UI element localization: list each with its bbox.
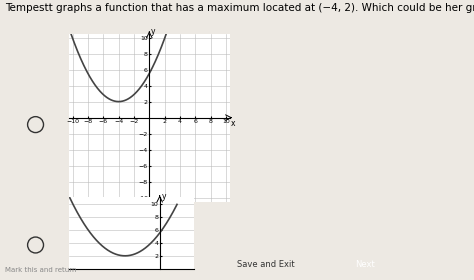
Text: Save and Exit: Save and Exit	[237, 260, 294, 269]
Text: y: y	[151, 27, 155, 36]
Text: Mark this and return: Mark this and return	[5, 267, 76, 273]
Text: Tempestt graphs a function that has a maximum located at (−4, 2). Which could be: Tempestt graphs a function that has a ma…	[5, 3, 474, 13]
Text: Next: Next	[355, 260, 375, 269]
Text: x: x	[231, 120, 235, 129]
Text: y: y	[162, 192, 166, 200]
